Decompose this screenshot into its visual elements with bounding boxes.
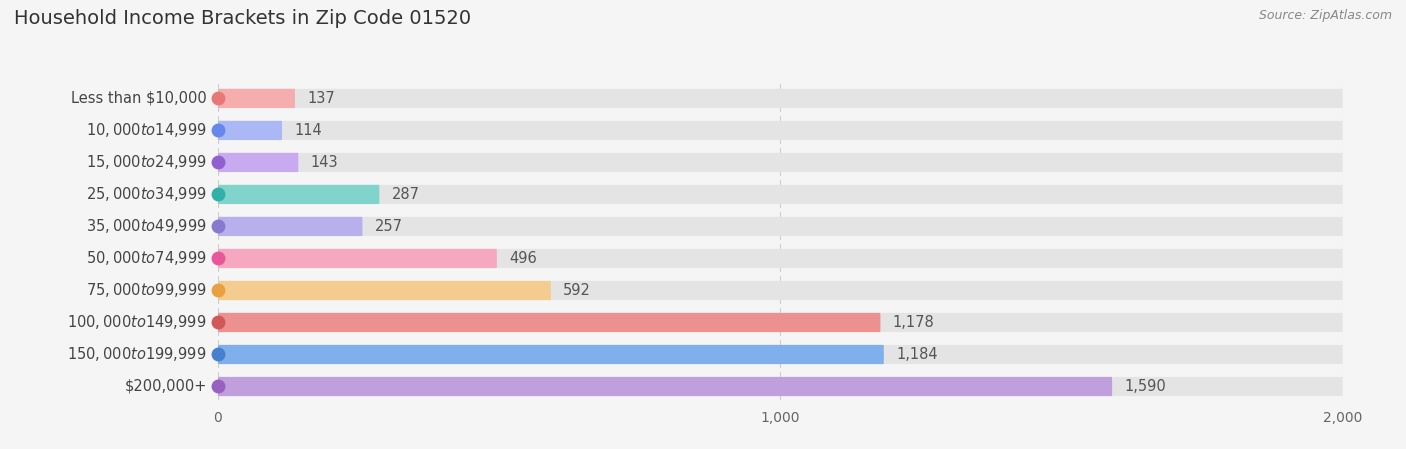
Text: 592: 592 [564, 283, 591, 298]
Text: 1,590: 1,590 [1125, 379, 1166, 394]
FancyBboxPatch shape [218, 345, 1343, 364]
Text: $200,000+: $200,000+ [124, 379, 207, 394]
FancyBboxPatch shape [218, 121, 283, 140]
Text: $150,000 to $199,999: $150,000 to $199,999 [67, 345, 207, 364]
Text: $35,000 to $49,999: $35,000 to $49,999 [86, 217, 207, 235]
Text: $50,000 to $74,999: $50,000 to $74,999 [86, 250, 207, 268]
Text: 143: 143 [311, 155, 339, 170]
FancyBboxPatch shape [218, 185, 1343, 204]
Text: $100,000 to $149,999: $100,000 to $149,999 [67, 313, 207, 331]
Text: 496: 496 [509, 251, 537, 266]
Text: $10,000 to $14,999: $10,000 to $14,999 [86, 121, 207, 140]
FancyBboxPatch shape [218, 217, 363, 236]
FancyBboxPatch shape [218, 377, 1112, 396]
Text: 1,184: 1,184 [896, 347, 938, 362]
FancyBboxPatch shape [218, 153, 1343, 172]
Text: 257: 257 [375, 219, 404, 234]
FancyBboxPatch shape [218, 345, 884, 364]
FancyBboxPatch shape [218, 89, 1343, 108]
FancyBboxPatch shape [218, 249, 1343, 268]
FancyBboxPatch shape [218, 217, 1343, 236]
Text: Household Income Brackets in Zip Code 01520: Household Income Brackets in Zip Code 01… [14, 9, 471, 28]
Text: $15,000 to $24,999: $15,000 to $24,999 [86, 154, 207, 172]
Text: Less than $10,000: Less than $10,000 [70, 91, 207, 106]
FancyBboxPatch shape [218, 313, 1343, 332]
FancyBboxPatch shape [218, 281, 1343, 300]
FancyBboxPatch shape [218, 153, 298, 172]
Text: 114: 114 [294, 123, 322, 138]
Text: 287: 287 [392, 187, 420, 202]
FancyBboxPatch shape [218, 377, 1343, 396]
FancyBboxPatch shape [218, 313, 880, 332]
Text: Source: ZipAtlas.com: Source: ZipAtlas.com [1258, 9, 1392, 22]
FancyBboxPatch shape [218, 281, 551, 300]
FancyBboxPatch shape [218, 185, 380, 204]
Text: 137: 137 [308, 91, 335, 106]
Text: $25,000 to $34,999: $25,000 to $34,999 [86, 185, 207, 203]
FancyBboxPatch shape [218, 89, 295, 108]
FancyBboxPatch shape [218, 121, 1343, 140]
Text: 1,178: 1,178 [893, 315, 935, 330]
Text: $75,000 to $99,999: $75,000 to $99,999 [86, 282, 207, 299]
FancyBboxPatch shape [218, 249, 496, 268]
